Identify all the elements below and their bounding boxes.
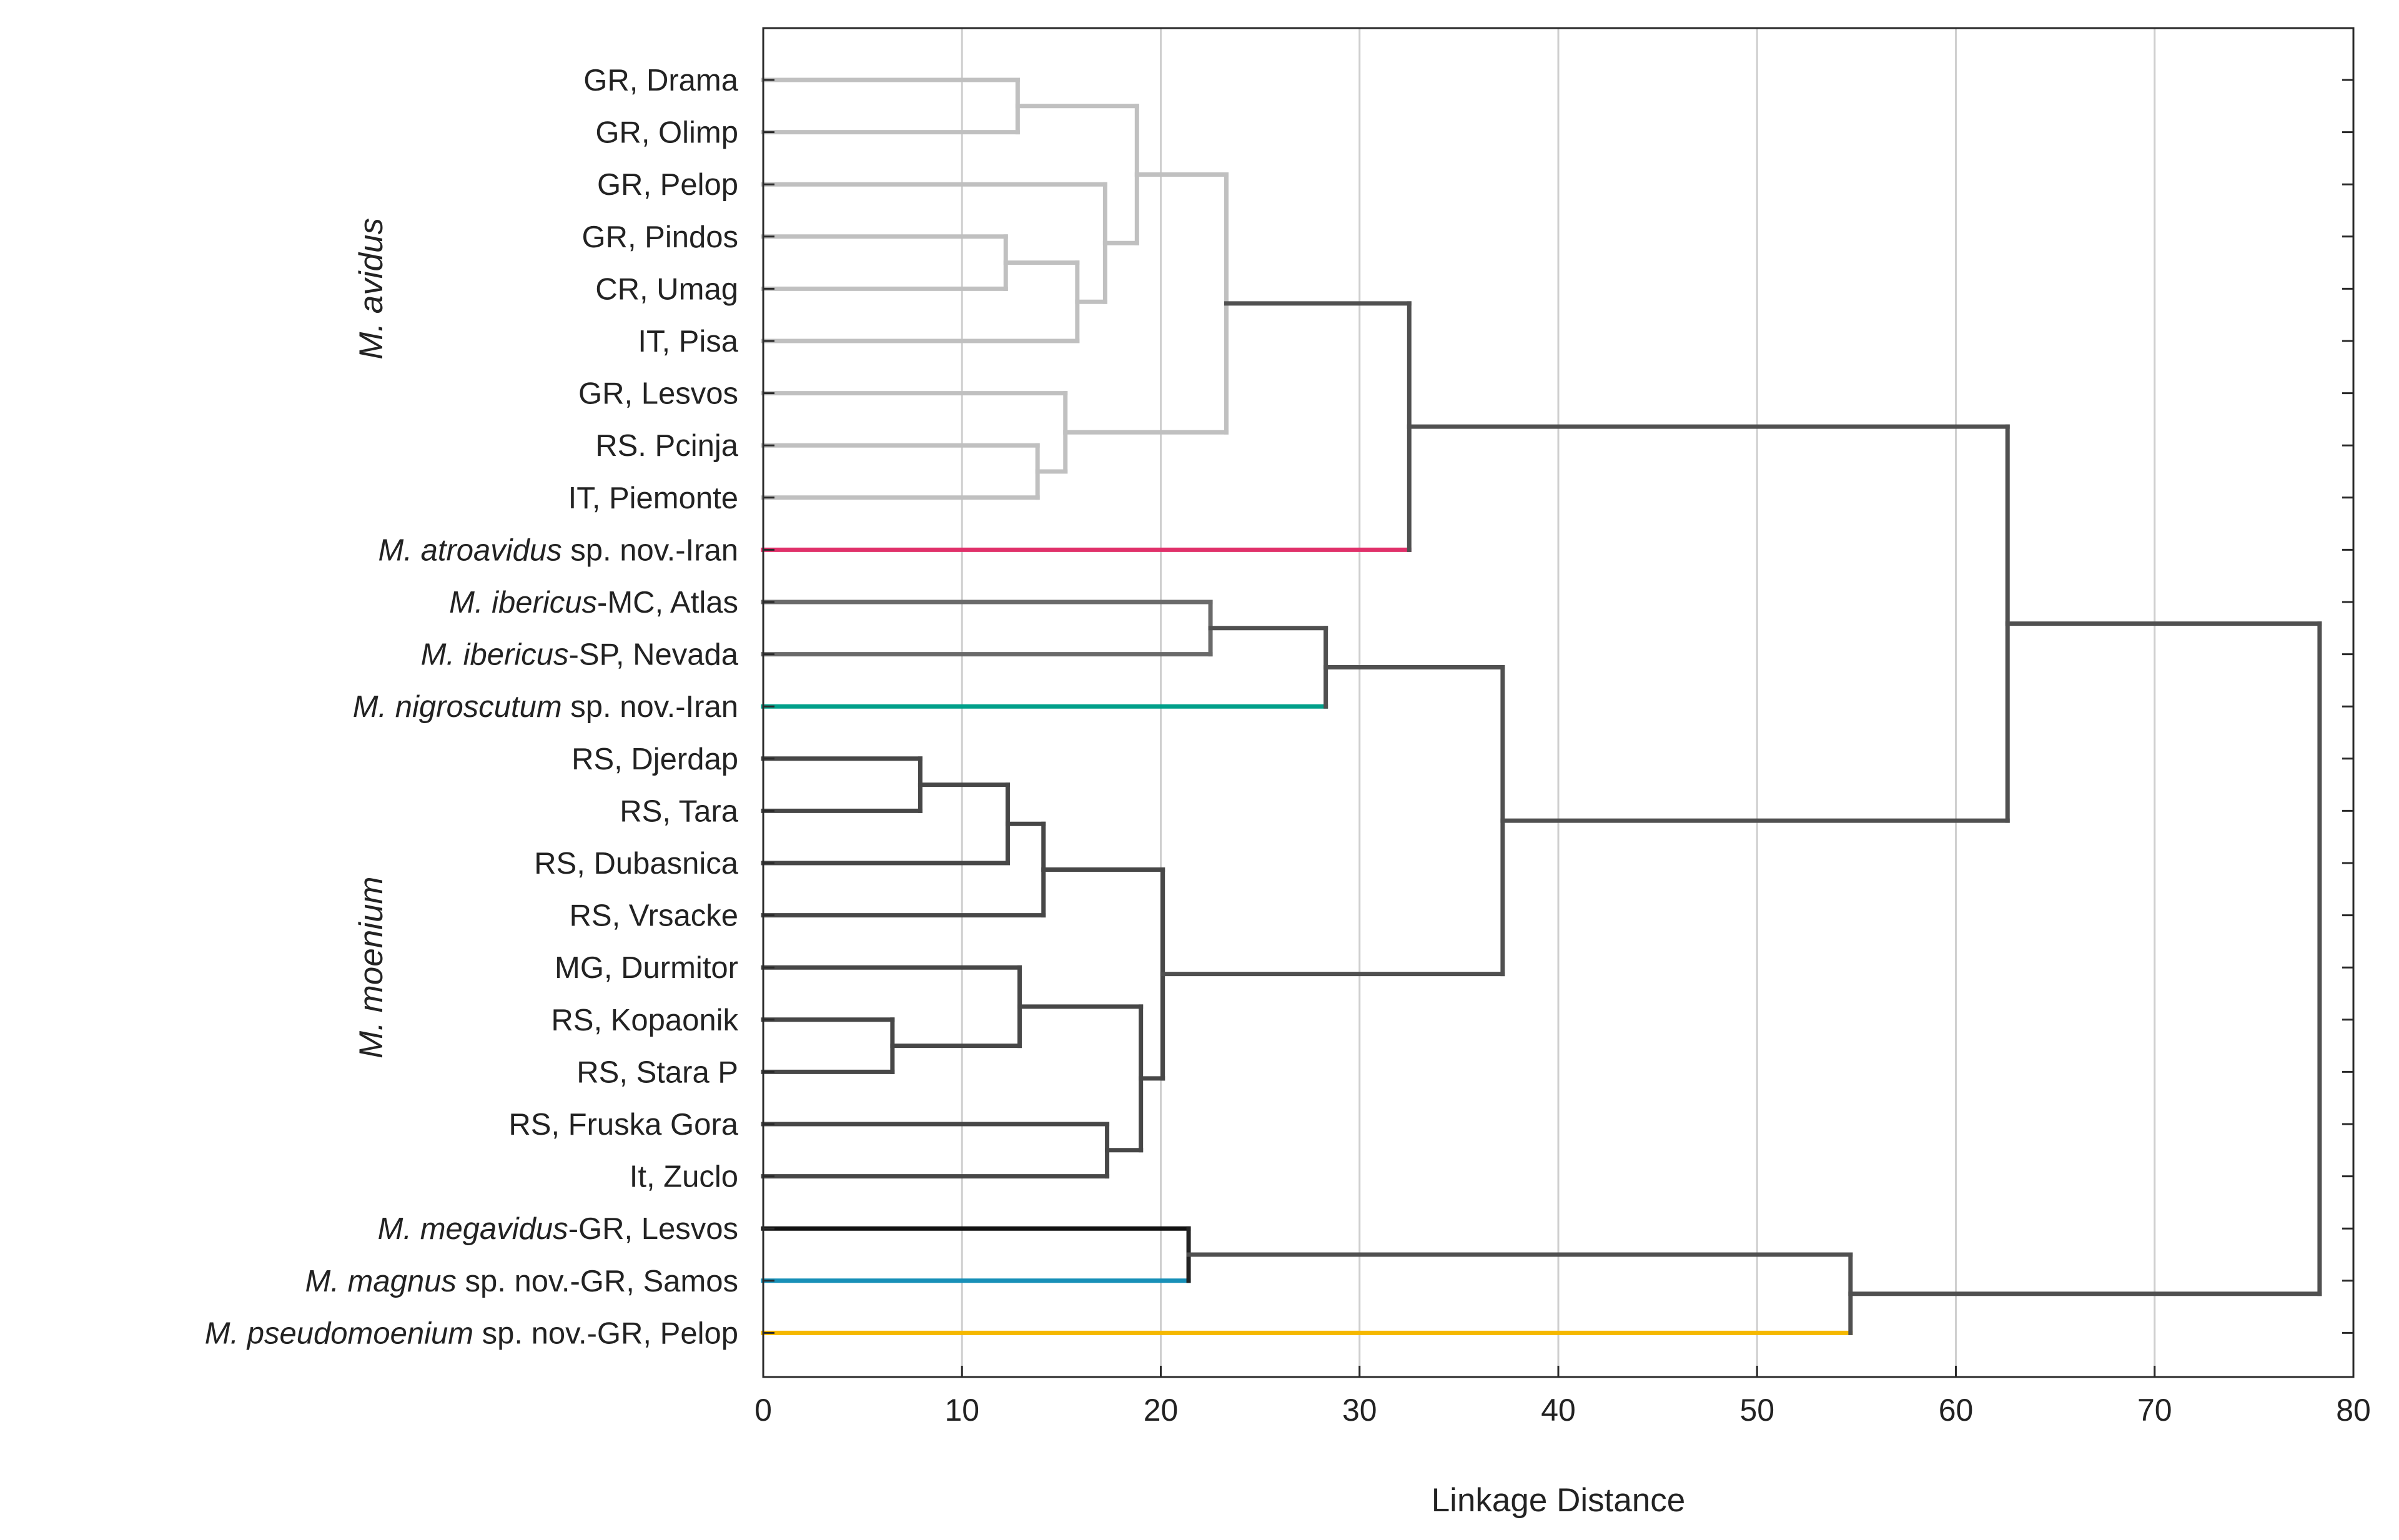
leaf-label-segment: IT, Piemonte (568, 481, 738, 515)
leaf-label: M. nigroscutum sp. nov.-Iran (353, 690, 738, 724)
x-tick-label: 70 (2137, 1393, 2172, 1428)
x-tick-label: 30 (1342, 1393, 1377, 1428)
leaf-label: It, Zuclo (630, 1160, 738, 1194)
leaf-label: GR, Drama (583, 64, 739, 97)
leaf-label: CR, Umag (595, 272, 738, 306)
leaf-label-segment: M. megavidus (378, 1212, 568, 1246)
leaf-label-segment: RS, Dubasnica (534, 847, 739, 881)
x-tick-label: 20 (1144, 1393, 1179, 1428)
leaf-label: RS, Djerdap (571, 743, 738, 776)
x-tick-label: 60 (1939, 1393, 1974, 1428)
leaf-label-segment: -MC, Atlas (597, 586, 738, 619)
leaf-label: MG, Durmitor (555, 951, 738, 985)
leaf-label-segment: RS, Kopaonik (551, 1004, 738, 1037)
leaf-label: GR, Lesvos (578, 377, 738, 411)
leaf-label-segment: -SP, Nevada (569, 638, 739, 672)
x-tick-label: 50 (1739, 1393, 1774, 1428)
leaf-label-segment: GR, Lesvos (578, 377, 738, 411)
leaf-label: RS, Dubasnica (534, 847, 739, 881)
leaf-label: RS, Kopaonik (551, 1004, 738, 1037)
leaf-label-segment: RS, Vrsacke (570, 899, 738, 933)
leaf-label-segment: CR, Umag (595, 272, 738, 306)
x-tick-label: 0 (754, 1393, 772, 1428)
leaf-label-segment: RS, Djerdap (571, 743, 738, 776)
x-tick-label: 40 (1541, 1393, 1576, 1428)
leaf-label-segment: GR, Drama (583, 64, 739, 97)
leaf-label-segment: GR, Olimp (595, 116, 738, 150)
leaf-label: GR, Pelop (597, 168, 738, 202)
leaf-label-segment: RS, Tara (620, 794, 738, 828)
leaf-label-segment: RS. Pcinja (595, 429, 739, 463)
leaf-label-segment: M. ibericus (449, 586, 597, 619)
leaf-label: M. magnus sp. nov.-GR, Samos (305, 1265, 739, 1298)
leaf-label-segment: M. pseudomoenium (205, 1316, 473, 1350)
leaf-label-segment: M. atroavidus (378, 533, 562, 567)
leaf-label-segment: GR, Pelop (597, 168, 738, 202)
leaf-label-segment: RS, Stara P (576, 1055, 738, 1089)
leaf-label: RS, Fruska Gora (508, 1108, 738, 1142)
leaf-label-segment: sp. nov.-GR, Samos (457, 1265, 738, 1298)
leaf-label-segment: RS, Fruska Gora (508, 1108, 738, 1142)
x-tick-label: 10 (944, 1393, 979, 1428)
leaf-label: M. ibericus-MC, Atlas (449, 586, 738, 619)
leaf-label-segment: M. ibericus (421, 638, 569, 672)
leaf-label: RS, Vrsacke (570, 899, 738, 933)
leaf-label: M. atroavidus sp. nov.-Iran (378, 533, 738, 567)
leaf-label: RS. Pcinja (595, 429, 739, 463)
leaf-label-segment: -GR, Lesvos (568, 1212, 738, 1246)
leaf-label-segment: M. magnus (305, 1265, 457, 1298)
x-axis-title: Linkage Distance (1432, 1482, 1686, 1519)
group-label: M. moenium (353, 876, 390, 1059)
leaf-label-segment: sp. nov.-Iran (562, 533, 738, 567)
leaf-label-segment: sp. nov.-Iran (562, 690, 738, 724)
leaf-label: IT, Piemonte (568, 481, 738, 515)
leaf-label-segment: MG, Durmitor (555, 951, 738, 985)
leaf-label: M. pseudomoenium sp. nov.-GR, Pelop (205, 1316, 738, 1350)
leaf-label: GR, Olimp (595, 116, 738, 150)
leaf-label: IT, Pisa (638, 325, 738, 358)
leaf-label-segment: IT, Pisa (638, 325, 738, 358)
leaf-label: RS, Stara P (576, 1055, 738, 1089)
leaf-label-segment: It, Zuclo (630, 1160, 738, 1194)
leaf-label: RS, Tara (620, 794, 738, 828)
leaf-label: M. megavidus-GR, Lesvos (378, 1212, 738, 1246)
x-tick-label: 80 (2336, 1393, 2371, 1428)
leaf-label-segment: sp. nov.-GR, Pelop (473, 1316, 738, 1350)
group-label: M. avidus (353, 218, 390, 360)
leaf-label: M. ibericus-SP, Nevada (421, 638, 739, 672)
leaf-label-segment: GR, Pindos (581, 220, 738, 254)
leaf-label-segment: M. nigroscutum (353, 690, 562, 724)
leaf-label: GR, Pindos (581, 220, 738, 254)
